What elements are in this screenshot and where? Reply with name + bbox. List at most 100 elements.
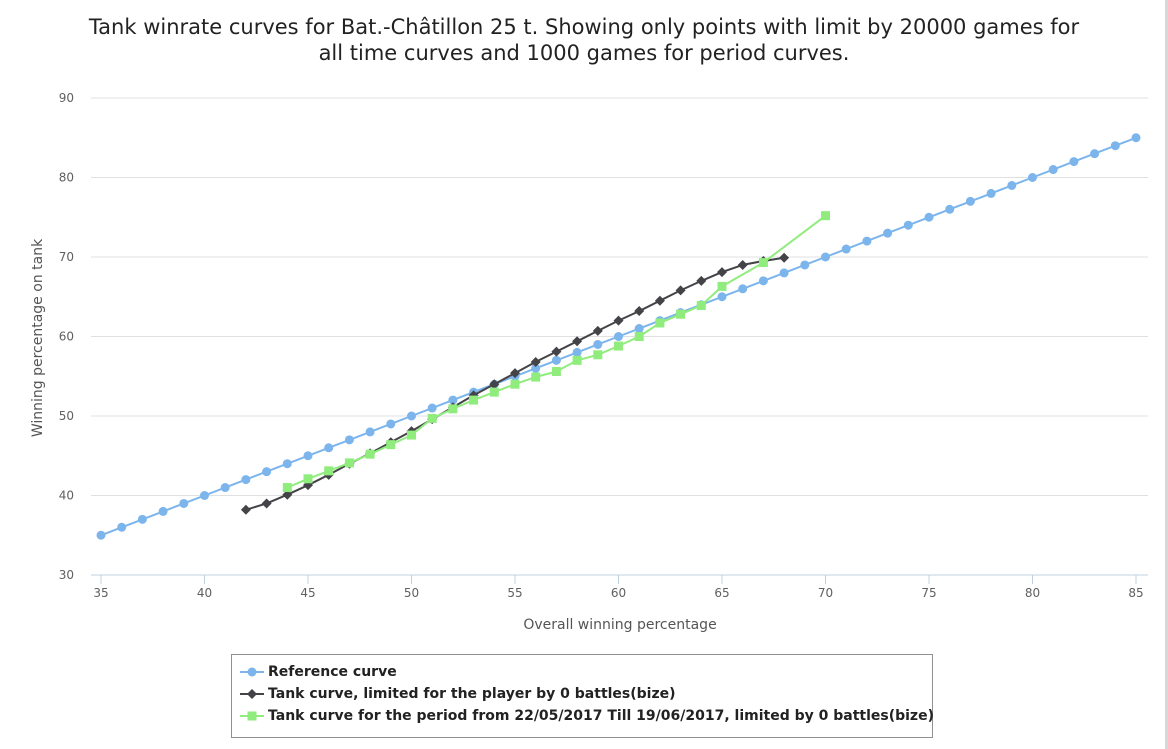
chart-title: Tank winrate curves for Bat.-Châtillon 2… (0, 14, 1168, 66)
data-point-reference (386, 419, 396, 429)
data-point-reference (1069, 157, 1079, 167)
data-point-period (365, 449, 375, 459)
data-point-reference (200, 491, 209, 500)
data-point-reference (407, 411, 416, 421)
data-point-tank (489, 379, 500, 390)
data-point-tank (240, 504, 251, 515)
x-tick-label: 60 (611, 586, 626, 600)
data-point-reference (241, 475, 251, 485)
chart-title-line-2: all time curves and 1000 games for perio… (318, 41, 850, 65)
data-point-reference (365, 427, 375, 437)
data-point-reference (593, 339, 603, 349)
data-point-reference (862, 236, 872, 246)
data-point-reference (821, 252, 830, 262)
legend-circle-icon (240, 667, 264, 677)
data-point-period (634, 332, 644, 341)
data-point-tank (737, 259, 748, 270)
y-tick-label: 70 (59, 250, 74, 264)
y-tick-label: 40 (59, 489, 74, 503)
data-point-reference (883, 228, 893, 238)
data-point-tank (592, 325, 603, 336)
data-point-reference (158, 506, 168, 516)
data-point-tank (779, 252, 790, 263)
data-point-reference (303, 451, 313, 461)
y-tick-label: 90 (59, 91, 74, 105)
legend-square-icon (240, 711, 264, 721)
data-point-period (655, 318, 665, 328)
data-point-tank (261, 498, 272, 509)
y-tick-label: 30 (59, 568, 74, 582)
data-point-period (427, 413, 437, 423)
y-tick-label: 50 (59, 409, 74, 423)
data-point-reference (1007, 180, 1017, 190)
data-point-reference (986, 188, 996, 198)
legend-item-period[interactable]: Tank curve for the period from 22/05/201… (232, 705, 934, 727)
legend-item-reference[interactable]: Reference curve (232, 661, 932, 683)
legend-item-tank[interactable]: Tank curve, limited for the player by 0 … (232, 683, 932, 705)
data-point-period (324, 466, 334, 476)
data-point-tank (282, 489, 293, 500)
data-point-period (717, 281, 727, 291)
data-point-period (489, 387, 499, 397)
x-tick-label: 55 (507, 586, 522, 600)
data-point-reference (117, 522, 127, 532)
data-point-reference (1028, 173, 1037, 182)
x-axis-tick-labels: 35 40 45 50 55 60 65 70 75 80 85 (93, 586, 1143, 600)
data-point-reference (903, 220, 913, 230)
data-point-reference (137, 514, 147, 524)
x-tick-label: 35 (93, 586, 108, 600)
data-point-tank (675, 285, 686, 296)
x-axis-label: Overall winning percentage (523, 617, 716, 633)
x-tick-label: 75 (921, 586, 936, 600)
x-tick-label: 80 (1025, 586, 1040, 600)
data-point-reference (551, 355, 561, 365)
legend-label-reference: Reference curve (268, 664, 397, 680)
data-point-tank (654, 295, 665, 306)
data-point-reference (531, 363, 541, 373)
data-point-reference (800, 260, 810, 270)
data-point-period (303, 474, 313, 484)
data-point-period (531, 372, 541, 382)
data-point-reference (448, 395, 458, 405)
data-point-reference (738, 284, 748, 294)
x-tick-label: 70 (818, 586, 833, 600)
data-point-period (551, 366, 561, 376)
data-point-reference (1110, 141, 1120, 151)
y-tick-label: 60 (59, 330, 74, 344)
data-point-reference (1090, 149, 1100, 159)
data-point-reference (965, 196, 975, 206)
data-point-reference (945, 204, 955, 214)
data-point-reference (96, 530, 106, 540)
y-tick-label: 80 (59, 171, 74, 185)
data-point-reference (841, 244, 851, 254)
data-point-period (448, 404, 458, 414)
data-point-reference (758, 276, 768, 286)
series-reference (96, 133, 1141, 540)
data-point-reference (179, 498, 189, 508)
data-point-period (572, 355, 582, 365)
data-point-period (614, 341, 623, 351)
data-point-reference (717, 292, 727, 302)
data-point-period (821, 211, 830, 221)
data-point-period (510, 379, 520, 389)
data-point-tank (530, 356, 541, 367)
x-tick-label: 45 (300, 586, 315, 600)
gridlines (91, 97, 1148, 496)
legend: Reference curve Tank curve, limited for … (231, 654, 934, 738)
data-point-period (469, 395, 479, 405)
chart-title-line-1: Tank winrate curves for Bat.-Châtillon 2… (88, 15, 1080, 39)
data-point-period (758, 258, 768, 268)
data-point-reference (572, 347, 582, 357)
x-tick-label: 40 (197, 586, 212, 600)
x-tick-label: 65 (714, 586, 729, 600)
y-axis-tick-labels: 30 40 50 60 70 80 90 (59, 91, 74, 582)
data-point-period (386, 440, 396, 450)
data-point-tank (696, 275, 707, 286)
series-period (282, 211, 830, 493)
y-axis-label: Winning percentage on tank (30, 238, 46, 437)
data-point-tank (717, 267, 727, 278)
x-axis (91, 574, 1148, 584)
data-point-tank (551, 346, 562, 357)
legend-diamond-icon (240, 689, 264, 699)
